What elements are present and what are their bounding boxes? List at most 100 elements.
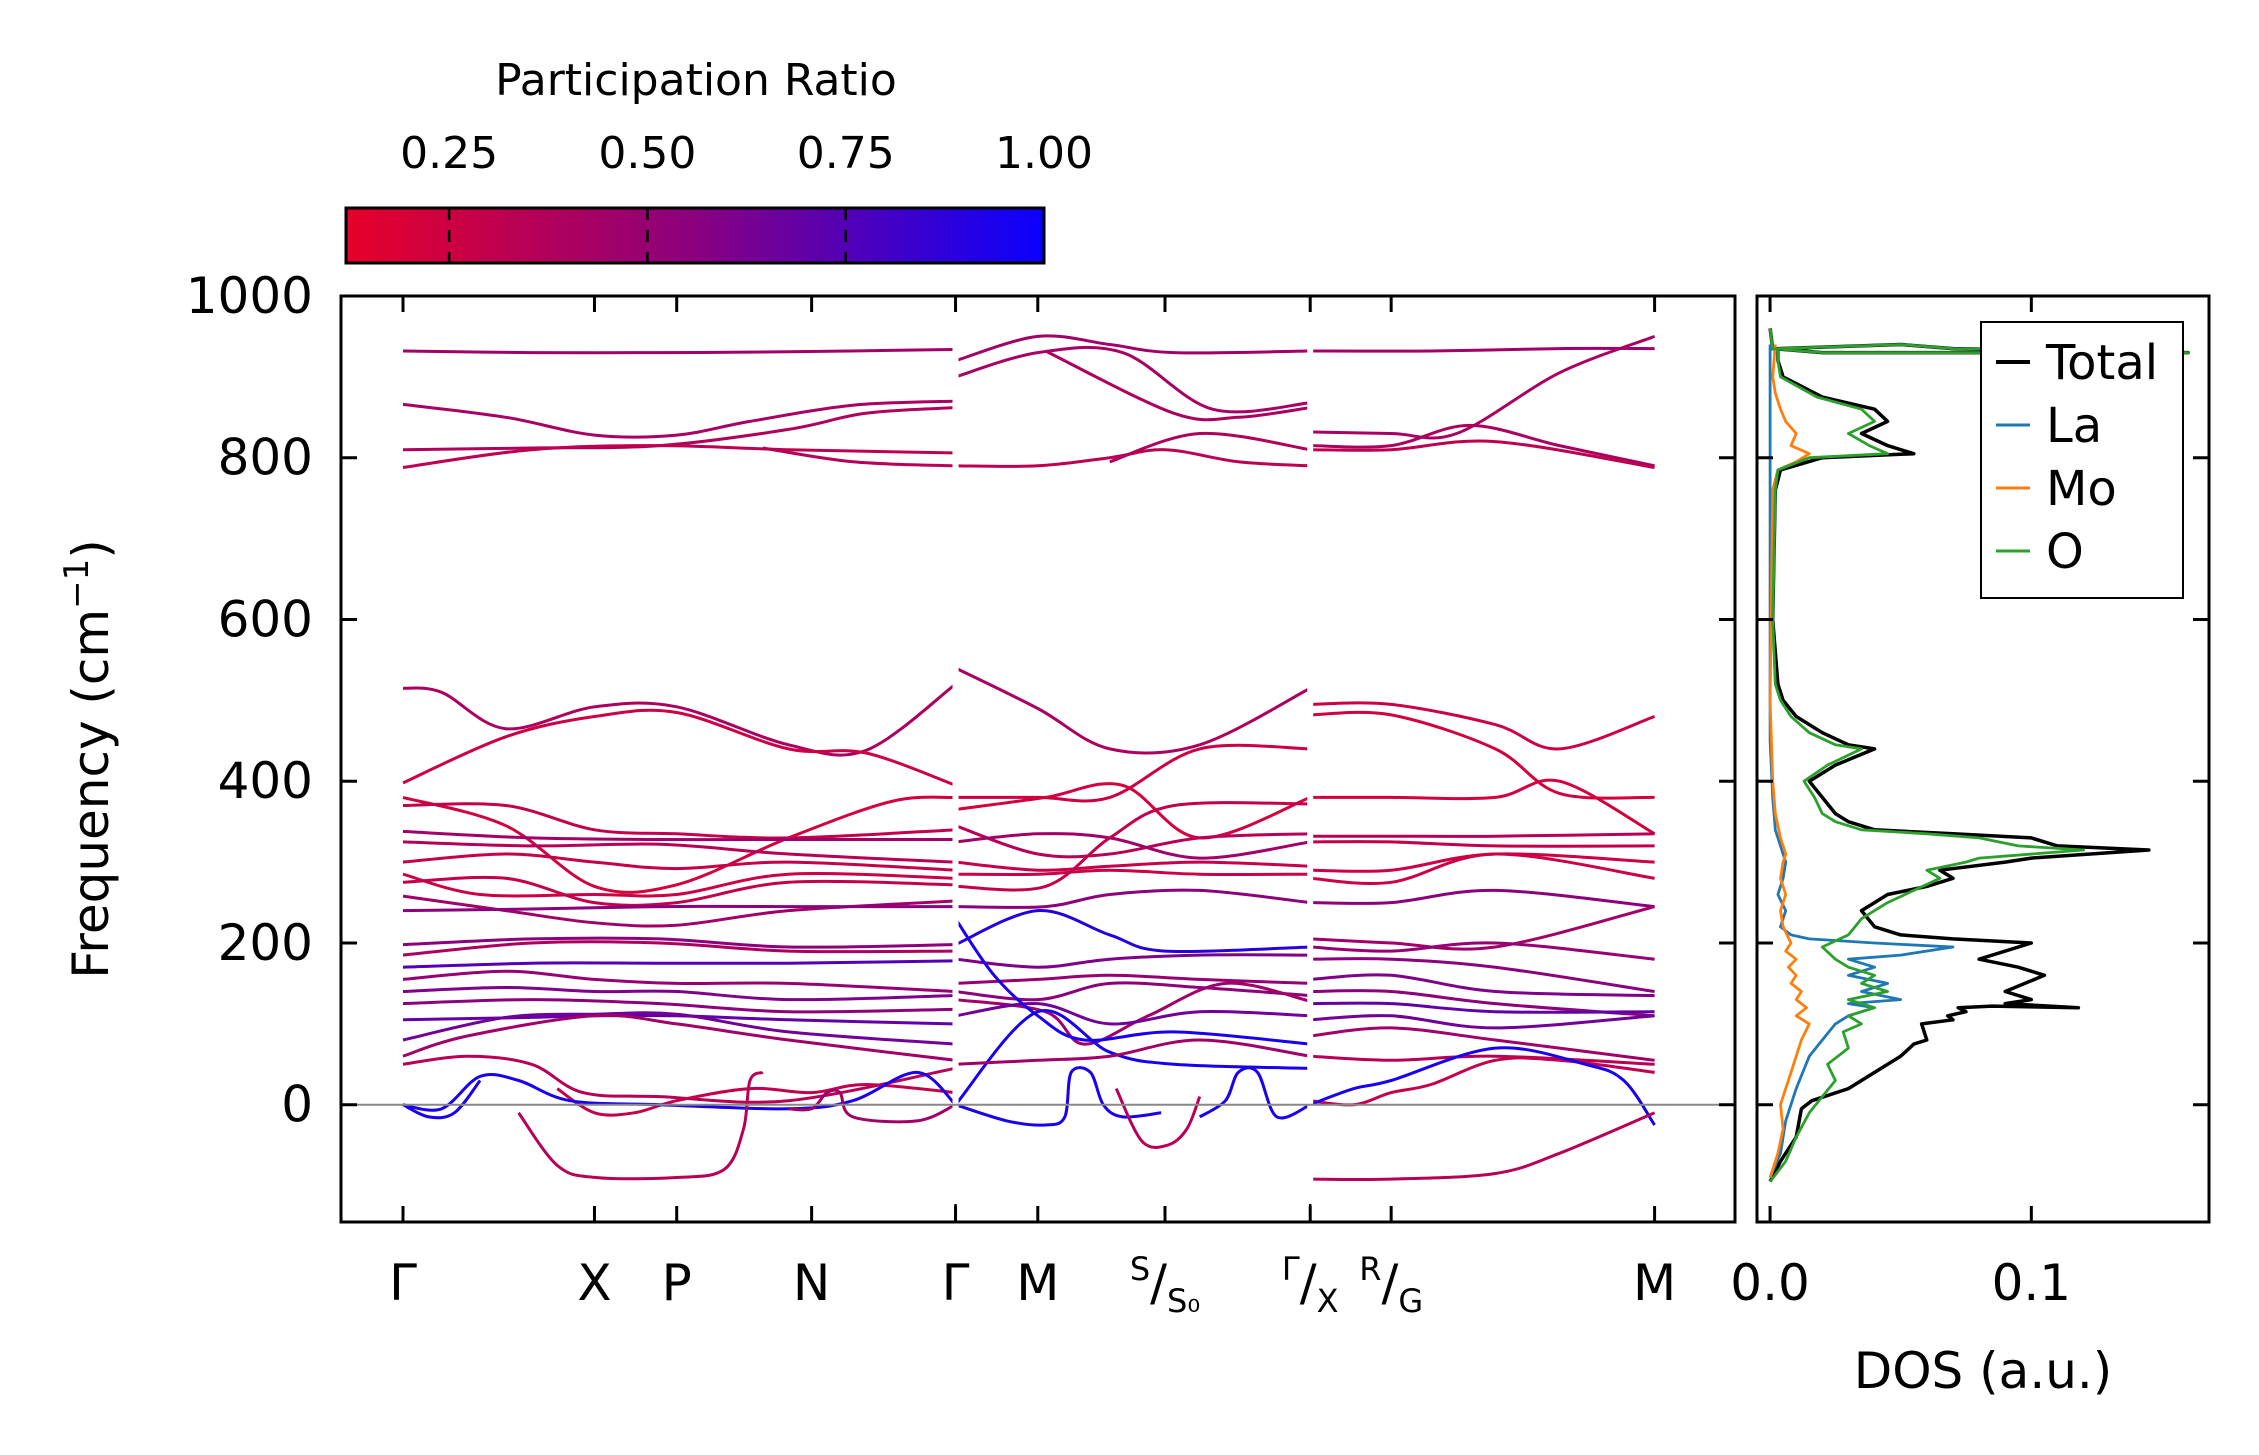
k-point-label: P <box>662 1254 692 1312</box>
phonon-band <box>402 959 953 969</box>
phonon-band <box>788 1088 953 1124</box>
phonon-band <box>1109 431 1308 464</box>
phonon-band <box>1313 840 1655 848</box>
phonon-band <box>958 345 1308 414</box>
phonon-band <box>402 829 953 842</box>
colorbar-title: Participation Ratio <box>495 55 897 106</box>
k-point-label: M <box>1633 1254 1676 1312</box>
dos-panel: 0.0 0.1 DOS (a.u.) Total La Mo O <box>1730 294 2211 1400</box>
phonon-band <box>762 446 953 468</box>
y-tick-label: 400 <box>218 752 313 810</box>
y-tick-label: 200 <box>218 914 313 972</box>
phonon-band <box>1313 1001 1655 1014</box>
phonon-band <box>1313 852 1655 886</box>
phonon-band <box>1313 439 1655 469</box>
phonon-band <box>1313 973 1655 998</box>
phonon-band <box>402 399 953 439</box>
phonon-band <box>958 782 1308 840</box>
k-point-label: S/S₀ <box>1130 1250 1200 1320</box>
phonon-band <box>1313 423 1655 468</box>
phonon-band <box>402 795 953 894</box>
phonon-band <box>958 667 1308 755</box>
legend-label: O <box>2046 524 2084 580</box>
phonon-band <box>1044 349 1308 422</box>
phonon-band <box>402 1013 953 1062</box>
phonon-band <box>402 684 953 757</box>
phonon-band <box>402 840 953 864</box>
k-point-label: M <box>1016 1254 1059 1312</box>
segment-dividers <box>954 1204 1312 1221</box>
phonon-band <box>1313 346 1655 353</box>
phonon-band <box>402 444 953 469</box>
dos-curve-o <box>1768 328 2190 1183</box>
phonon-band <box>517 1070 764 1181</box>
phonon-band <box>958 334 1308 362</box>
phonon-band <box>402 708 953 786</box>
phonon-band <box>1198 1066 1308 1120</box>
phonon-band <box>402 875 953 907</box>
band-axes-frame <box>339 294 1737 1224</box>
phonon-band <box>1313 1056 1655 1107</box>
k-point-label: R/G <box>1359 1250 1423 1320</box>
phonon-band <box>402 406 953 452</box>
legend-label: Mo <box>2046 461 2117 517</box>
phonon-band <box>958 1009 1308 1104</box>
phonon-band <box>1313 701 1656 751</box>
legend-box <box>1980 321 2184 599</box>
k-point-label: Γ/X <box>1282 1250 1339 1320</box>
phonon-band <box>1313 1111 1656 1182</box>
phonon-band <box>1313 778 1656 836</box>
phonon-band <box>402 904 953 913</box>
phonon-band <box>1313 832 1655 838</box>
colorbar: Participation Ratio 0.25 0.50 0.75 1.00 <box>344 55 1093 265</box>
y-axis: 0 200 400 600 800 1000 <box>186 267 1735 1134</box>
phonon-band <box>1313 888 1655 909</box>
phonon-band <box>958 868 1308 877</box>
dos-curve-la <box>1768 344 1955 1179</box>
phonon-band <box>1313 334 1656 440</box>
legend-items: Total La Mo O <box>1996 335 2158 580</box>
phonon-band <box>958 981 1308 1002</box>
y-axis-label: Frequency (cm−1) <box>57 539 120 979</box>
k-point-label: Γ <box>389 1254 417 1312</box>
y-tick-label: 800 <box>218 429 313 487</box>
k-path-axis: Γ X P N Γ M S/S₀Γ/XR/G M <box>389 296 1676 1320</box>
phonon-band <box>1313 1014 1655 1030</box>
phonon-band <box>1313 852 1655 873</box>
dos-x-label: DOS (a.u.) <box>1854 1342 2113 1400</box>
phonon-band <box>1313 941 1655 961</box>
k-point-label: Γ <box>942 1254 970 1312</box>
phonon-bands <box>402 334 1656 1182</box>
dos-x-tick-label: 0.1 <box>1992 1254 2072 1312</box>
phonon-band <box>958 981 1308 1046</box>
phonon-band <box>958 743 1308 803</box>
k-point-label: X <box>577 1254 611 1312</box>
colorbar-tick-label: 0.50 <box>598 128 696 179</box>
phonon-band <box>958 888 1308 909</box>
phonon-band <box>1313 957 1655 993</box>
phonon-band <box>402 1011 953 1046</box>
phonon-band <box>958 1002 1308 1026</box>
phonon-band <box>958 1038 1308 1066</box>
phonon-band <box>1313 1026 1655 1062</box>
y-tick-label: 600 <box>218 590 313 648</box>
phonon-band <box>958 860 1308 872</box>
phonon-band <box>402 969 953 993</box>
phonon-band <box>1114 1087 1202 1149</box>
phonon-band <box>402 802 953 840</box>
colorbar-ticks: 0.25 0.50 0.75 1.00 <box>400 128 1093 263</box>
phonon-band <box>958 801 1308 892</box>
phonon-band <box>402 936 953 949</box>
phonon-band <box>556 1083 953 1117</box>
phonon-band <box>402 852 953 872</box>
legend: Total La Mo O <box>1980 321 2184 599</box>
phonon-band <box>1313 1046 1656 1126</box>
phonon-band <box>958 973 1308 985</box>
y-tick-label: 0 <box>281 1076 313 1134</box>
k-point-label: N <box>793 1254 830 1312</box>
dos-x-tick-label: 0.0 <box>1730 1254 1810 1312</box>
colorbar-tick-label: 1.00 <box>995 128 1093 179</box>
phonon-band <box>402 986 953 1002</box>
dos-x-axis: 0.0 0.1 <box>1730 294 2209 1312</box>
